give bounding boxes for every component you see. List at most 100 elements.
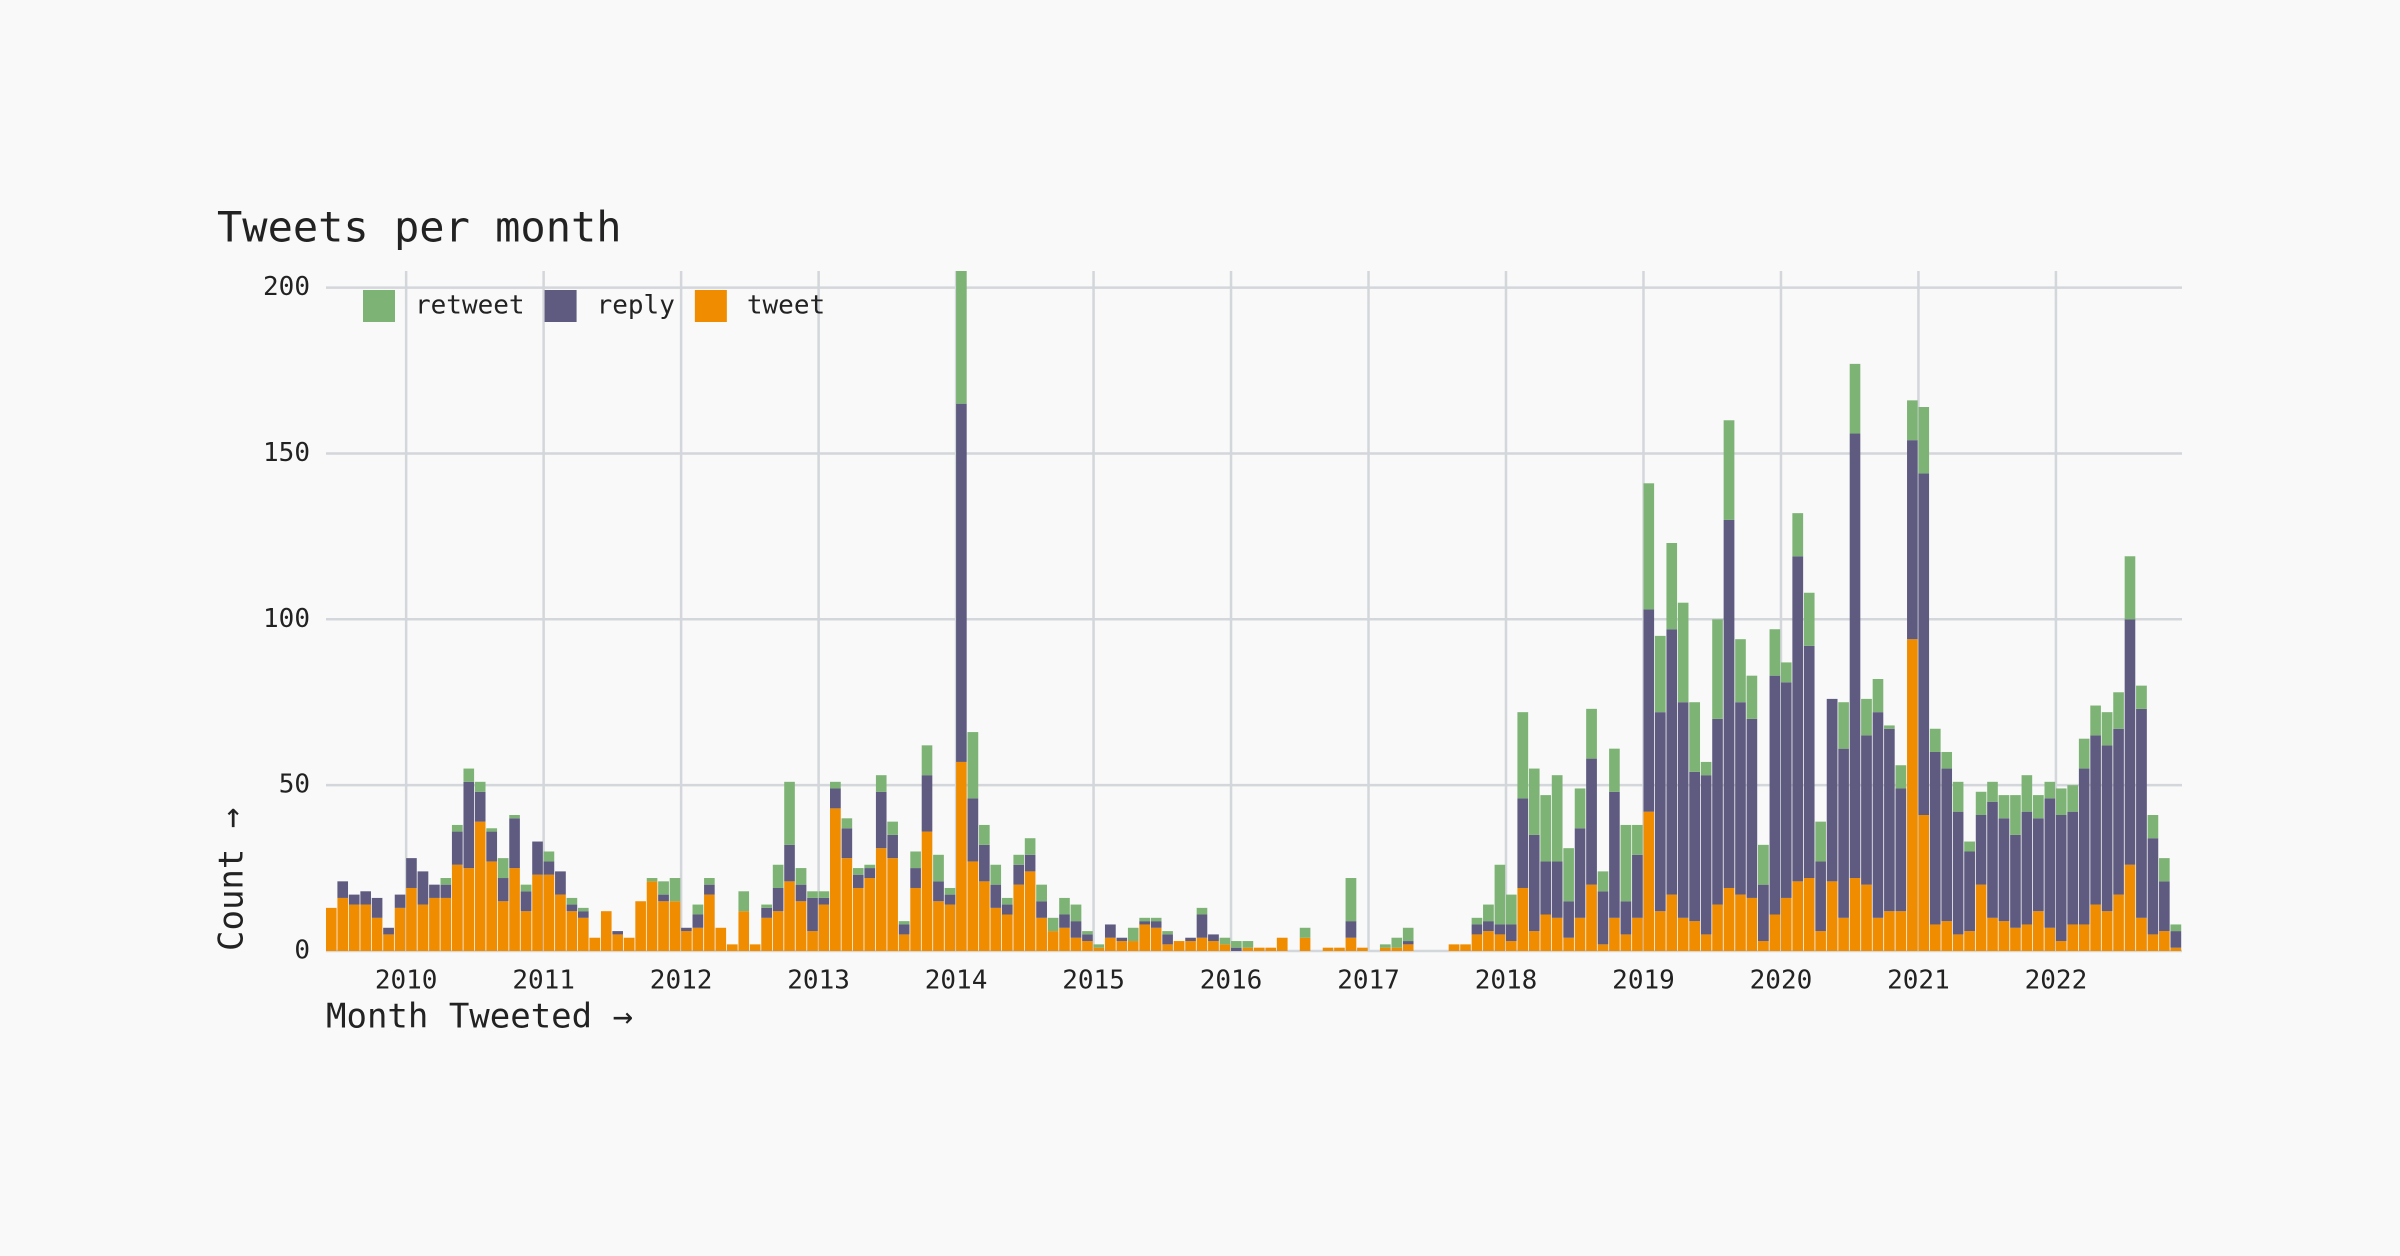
bar-segment <box>1059 914 1070 928</box>
bar-segment <box>371 897 383 918</box>
bar-segment <box>1689 921 1701 951</box>
bar-segment <box>1861 884 1872 951</box>
bar-segment <box>2078 768 2090 925</box>
bar-segment <box>1654 911 1666 951</box>
bar-segment <box>1895 911 1907 951</box>
bar-segment <box>990 864 1002 885</box>
bar-segment <box>2010 795 2021 835</box>
bar-segment <box>1070 921 1082 938</box>
bar-segment <box>1826 881 1838 951</box>
x-tick-label: 2010 <box>375 966 438 996</box>
bar-segment <box>2010 834 2021 928</box>
bar-segment <box>1357 947 1368 951</box>
bar-segment <box>1964 851 1975 932</box>
bar-segment <box>1666 543 1678 630</box>
bar-segment <box>1460 944 1471 951</box>
bar-segment <box>1998 818 2010 922</box>
bar-segment <box>1643 811 1655 951</box>
bar-segment <box>543 851 555 862</box>
bar-segment <box>463 768 475 782</box>
bar-segment <box>1746 718 1758 898</box>
chart-title: Tweets per month <box>217 203 622 252</box>
bar-segment <box>1941 921 1953 951</box>
bar-segment <box>2067 785 2079 812</box>
bar-segment <box>1196 937 1208 951</box>
bar-segment <box>1070 904 1082 922</box>
bar-segment <box>1792 556 1804 882</box>
bar-segment <box>841 818 853 829</box>
bar-segment <box>566 897 578 905</box>
x-tick-label: 2020 <box>1750 966 1813 996</box>
bar-segment <box>1574 828 1586 918</box>
bar-segment <box>1517 798 1529 888</box>
bar-segment <box>2147 838 2159 935</box>
bar-segment <box>1471 934 1483 951</box>
bar-segment <box>1803 645 1815 879</box>
bar-segment <box>474 781 486 792</box>
bar-segment <box>486 828 498 832</box>
bar-segment <box>956 761 967 951</box>
bar-segment <box>1643 609 1655 812</box>
bar-segment <box>509 868 520 951</box>
bar-segment <box>497 878 509 902</box>
bar-segment <box>921 831 933 951</box>
bar-segment <box>383 927 394 935</box>
bar-segment <box>1093 944 1105 948</box>
bar-segment <box>1700 934 1712 951</box>
bar-segment <box>2124 864 2136 951</box>
bar-segment <box>1884 725 1895 729</box>
bar-segment <box>348 904 360 951</box>
bar-segment <box>1907 639 1918 951</box>
bar-segment <box>520 884 532 892</box>
bar-segment <box>1666 629 1678 895</box>
bar-segment <box>2170 931 2182 948</box>
bar-segment <box>612 931 623 935</box>
bar-segment <box>2124 556 2136 620</box>
x-tick-label: 2018 <box>1475 966 1538 996</box>
bar-segment <box>738 911 750 951</box>
bar-segment <box>1975 791 1987 815</box>
bar-segment <box>807 891 818 898</box>
bar-segment <box>1826 698 1838 882</box>
y-tick-label: 200 <box>263 272 310 302</box>
bar-segment <box>979 881 990 951</box>
bar-segment <box>1551 917 1563 951</box>
bar-segment <box>1861 698 1872 736</box>
bar-segment <box>1574 917 1586 951</box>
bar-segment <box>669 878 681 902</box>
bar-segment <box>921 775 933 832</box>
bar-segment <box>326 907 337 951</box>
bar-segment <box>394 907 406 951</box>
bar-segment <box>1666 894 1678 951</box>
bar-segment <box>1483 931 1494 951</box>
y-tick-label: 0 <box>294 936 310 966</box>
bar-segment <box>1918 473 1930 815</box>
bar-segment <box>2044 927 2056 951</box>
bar-segment <box>1024 871 1036 951</box>
bar-segment <box>2032 795 2044 819</box>
bar-segment <box>429 897 440 951</box>
bar-segment <box>1780 682 1792 898</box>
bar-segment <box>1208 934 1219 942</box>
bar-segment <box>1540 914 1551 951</box>
bar-segment <box>1162 944 1173 951</box>
bar-segment <box>1872 679 1884 713</box>
bar-segment <box>658 901 669 951</box>
x-tick-label: 2014 <box>925 966 988 996</box>
bar-segment <box>2170 924 2182 932</box>
bar-segment <box>1677 917 1689 951</box>
bar-segment <box>1689 702 1701 772</box>
bar-segment <box>566 904 578 912</box>
bar-segment <box>451 824 463 832</box>
bar-segment <box>2159 858 2170 882</box>
bar-segment <box>852 868 864 875</box>
bar-segment <box>864 878 876 951</box>
bar-segment <box>543 861 555 875</box>
bar-segment <box>1838 748 1849 918</box>
bar-segment <box>1540 861 1551 915</box>
bar-segment <box>2136 685 2147 709</box>
bar-segment <box>1632 917 1643 951</box>
bar-segment <box>1185 937 1196 942</box>
x-axis-label: Month Tweeted → <box>326 997 633 1037</box>
